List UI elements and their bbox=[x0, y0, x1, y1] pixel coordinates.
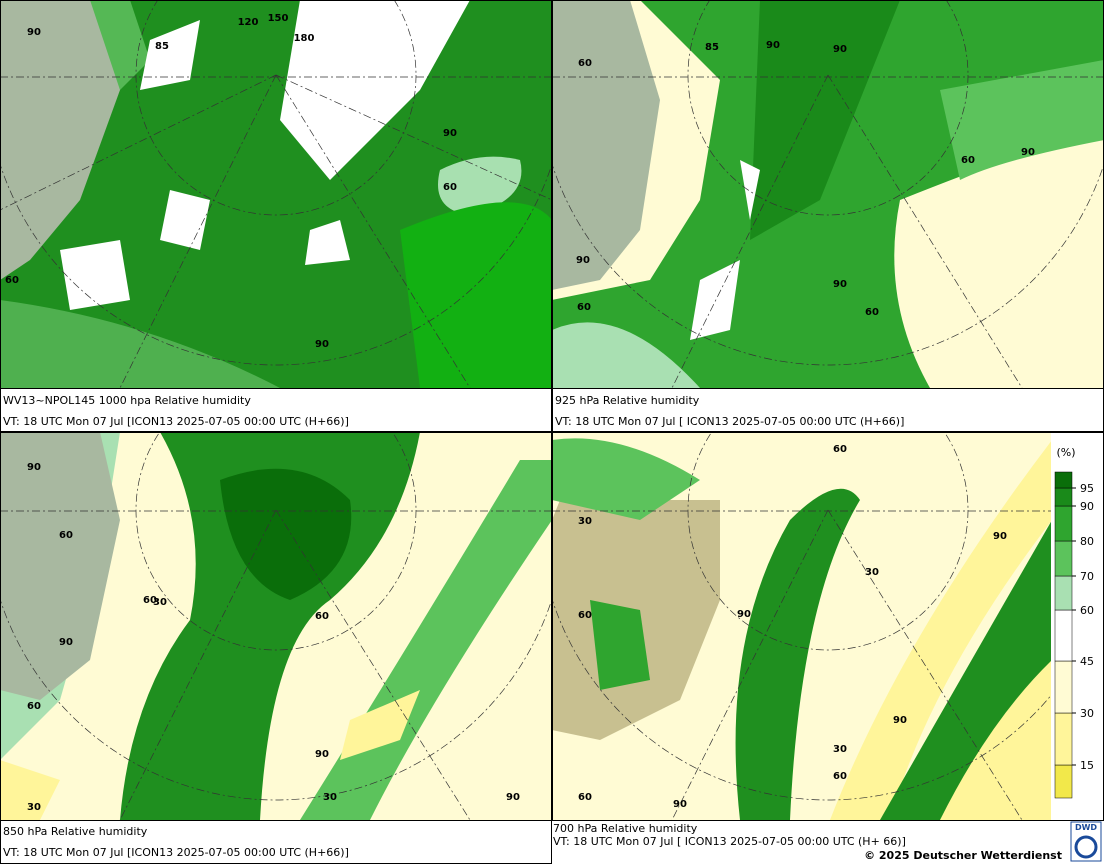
legend-label: 70 bbox=[1080, 570, 1094, 583]
contour-label: 60 bbox=[27, 701, 41, 712]
legend: 15 30 45 60 70 80 90 95 bbox=[1054, 471, 1094, 799]
legend-label: 45 bbox=[1080, 655, 1094, 668]
panel-title: 925 hPa Relative humidity bbox=[555, 394, 700, 407]
legend-label: 60 bbox=[1080, 604, 1094, 617]
contour-label: 30 bbox=[27, 802, 41, 813]
legend-swatch bbox=[1054, 575, 1073, 611]
panel-title: 700 hPa Relative humidity bbox=[553, 822, 698, 835]
contour-label: 60 bbox=[143, 595, 157, 606]
legend-swatch bbox=[1054, 540, 1073, 577]
contour-label: 30 bbox=[153, 597, 167, 608]
map-925hpa bbox=[553, 1, 1103, 388]
contour-label: 90 bbox=[443, 128, 457, 139]
contour-label: 90 bbox=[59, 637, 73, 648]
contour-label: 90 bbox=[315, 749, 329, 760]
legend-swatch bbox=[1054, 712, 1073, 766]
contour-label: 90 bbox=[27, 27, 41, 38]
contour-label: 60 bbox=[865, 307, 879, 318]
contour-label: 85 bbox=[705, 42, 719, 53]
contour-label: 60 bbox=[833, 771, 847, 782]
contour-label: 60 bbox=[578, 610, 592, 621]
legend-label: 80 bbox=[1080, 535, 1094, 548]
contour-label: 180 bbox=[294, 33, 315, 44]
contour-label: 90 bbox=[766, 40, 780, 51]
contour-label: 60 bbox=[443, 182, 457, 193]
contour-label: 90 bbox=[315, 339, 329, 350]
legend-swatch bbox=[1054, 487, 1073, 507]
contour-label: 30 bbox=[833, 744, 847, 755]
legend-swatch bbox=[1054, 660, 1073, 714]
panel-title: WV13~NPOL145 1000 hpa Relative humidity bbox=[3, 394, 251, 407]
contour-label: 60 bbox=[5, 275, 19, 286]
contour-label: 90 bbox=[506, 792, 520, 803]
map-1000hpa bbox=[1, 1, 551, 388]
contour-label: 60 bbox=[315, 611, 329, 622]
legend-swatch bbox=[1054, 764, 1073, 799]
contour-label: 30 bbox=[323, 792, 337, 803]
legend-swatch bbox=[1054, 471, 1073, 489]
contour-label: 90 bbox=[737, 609, 751, 620]
contour-label: 85 bbox=[155, 41, 169, 52]
map-700hpa bbox=[553, 433, 1051, 820]
legend-label: 15 bbox=[1080, 759, 1094, 772]
contour-label: 150 bbox=[268, 13, 289, 24]
contour-label: 90 bbox=[893, 715, 907, 726]
contour-label: 60 bbox=[577, 302, 591, 313]
logo-text: DWD bbox=[1075, 823, 1097, 832]
panel-valid-time: VT: 18 UTC Mon 07 Jul [ICON13 2025-07-05… bbox=[3, 846, 349, 859]
panel-title: 850 hPa Relative humidity bbox=[3, 825, 148, 838]
contour-label: 90 bbox=[993, 531, 1007, 542]
contour-labels: 90 60 90 60 90 85 120 150 180 60 90 90 60 90 60 60 90 85 9… bbox=[5, 13, 1035, 813]
logo-mark bbox=[1074, 835, 1098, 859]
legend-swatch bbox=[1054, 505, 1073, 542]
legend-label: 90 bbox=[1080, 500, 1094, 513]
contour-label: 90 bbox=[27, 462, 41, 473]
contour-label: 60 bbox=[578, 792, 592, 803]
contour-label: 90 bbox=[576, 255, 590, 266]
legend-label: 30 bbox=[1080, 707, 1094, 720]
contour-label: 60 bbox=[833, 444, 847, 455]
map-850hpa bbox=[1, 433, 551, 820]
legend-unit: (%) bbox=[1056, 446, 1075, 459]
panel-valid-time: VT: 18 UTC Mon 07 Jul [ICON13 2025-07-05… bbox=[3, 415, 349, 428]
legend-swatch bbox=[1054, 609, 1073, 662]
contour-label: 30 bbox=[865, 567, 879, 578]
contour-label: 30 bbox=[578, 516, 592, 527]
legend-label: 95 bbox=[1080, 482, 1094, 495]
contour-label: 90 bbox=[833, 279, 847, 290]
contour-label: 60 bbox=[961, 155, 975, 166]
contour-label: 90 bbox=[833, 44, 847, 55]
contour-label: 90 bbox=[1021, 147, 1035, 158]
panel-valid-time: VT: 18 UTC Mon 07 Jul [ ICON13 2025-07-0… bbox=[555, 415, 904, 428]
contour-label: 120 bbox=[238, 17, 259, 28]
contour-label: 60 bbox=[578, 58, 592, 69]
copyright: © 2025 Deutscher Wetterdienst bbox=[864, 849, 1062, 862]
contour-label: 60 bbox=[59, 530, 73, 541]
contour-label: 90 bbox=[673, 799, 687, 810]
panel-valid-time: VT: 18 UTC Mon 07 Jul [ ICON13 2025-07-0… bbox=[553, 835, 906, 848]
